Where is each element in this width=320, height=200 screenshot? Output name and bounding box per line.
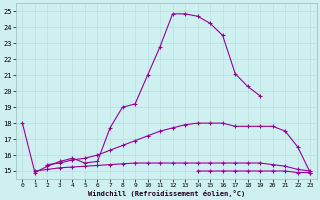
X-axis label: Windchill (Refroidissement éolien,°C): Windchill (Refroidissement éolien,°C) bbox=[88, 190, 245, 197]
